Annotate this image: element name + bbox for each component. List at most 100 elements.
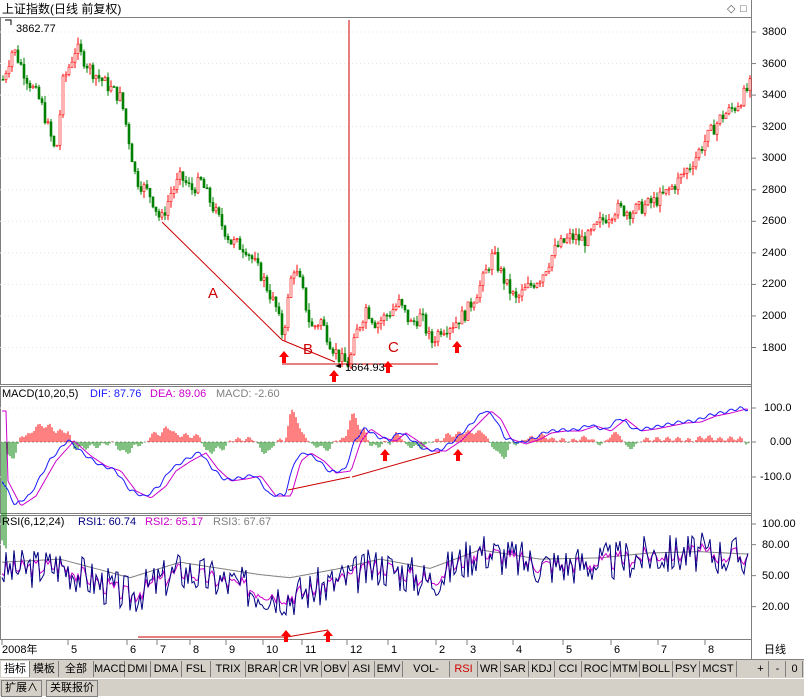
tab-dmi[interactable]: DMI xyxy=(125,661,151,677)
candle-body xyxy=(721,114,725,119)
candle-body xyxy=(280,313,284,336)
tab-indicator[interactable]: 指标 xyxy=(1,661,30,677)
candle-body xyxy=(37,86,41,100)
candle-body xyxy=(262,276,266,281)
candle-body xyxy=(409,320,413,323)
candle-body xyxy=(646,198,650,206)
tab-vr[interactable]: VR xyxy=(301,661,322,677)
candle-body xyxy=(373,322,377,329)
tab-boll[interactable]: BOLL xyxy=(640,661,673,677)
main-y-tick-label: 1800 xyxy=(762,341,787,354)
candle-body xyxy=(394,305,398,311)
candle-body xyxy=(88,64,92,69)
square-icon[interactable]: □ xyxy=(740,3,747,15)
candle-body xyxy=(508,279,512,294)
candle-body xyxy=(283,327,287,336)
candle-body xyxy=(685,168,689,174)
up-arrow-icon xyxy=(323,630,333,642)
candle-body xyxy=(526,283,530,288)
tab-fsl[interactable]: FSL xyxy=(182,661,211,677)
up-arrow-icon xyxy=(380,449,390,461)
candle-body xyxy=(490,252,494,270)
candle-body xyxy=(520,289,524,297)
trend-line-a xyxy=(161,221,283,341)
candle-body xyxy=(223,225,227,237)
candle-body xyxy=(580,236,584,241)
candle-body xyxy=(316,325,320,328)
tab-mcst[interactable]: MCST xyxy=(700,661,737,677)
x-axis-label: 5 xyxy=(71,644,78,656)
candle-body xyxy=(157,211,161,218)
tab-rsi[interactable]: RSI xyxy=(450,661,478,677)
candle-body xyxy=(442,332,446,335)
candle-body xyxy=(19,62,23,65)
candle-body xyxy=(286,297,290,328)
expand-button[interactable]: 扩展∧ xyxy=(1,680,42,697)
tab-vol-tdx[interactable]: VOL-TDX xyxy=(403,661,450,691)
rsi2-line xyxy=(1,542,749,606)
candle-body xyxy=(232,239,236,245)
zoom-out-button[interactable]: - xyxy=(770,661,786,677)
annotation-b: B xyxy=(303,341,314,358)
candle-body xyxy=(7,66,11,74)
tab-template[interactable]: 模板 xyxy=(30,661,59,677)
candle-body xyxy=(616,203,620,216)
tab-asi[interactable]: ASI xyxy=(349,661,375,677)
candle-body xyxy=(697,149,701,158)
tab-dma[interactable]: DMA xyxy=(151,661,182,677)
macd-dif-line xyxy=(1,406,749,505)
candle-body xyxy=(1,79,5,81)
candle-body xyxy=(742,87,746,107)
candle-body xyxy=(139,186,143,192)
candle-body xyxy=(277,306,281,314)
tab-sar[interactable]: SAR xyxy=(501,661,529,677)
tab-psy[interactable]: PSY xyxy=(673,661,700,677)
zoom-in-button[interactable]: + xyxy=(753,661,769,677)
diamond-icon[interactable]: ◇ xyxy=(727,3,736,15)
candle-body xyxy=(385,314,389,317)
tab-roc[interactable]: ROC xyxy=(582,661,611,677)
candle-body xyxy=(619,203,623,207)
candle-body xyxy=(382,314,386,321)
candle-body xyxy=(34,85,38,88)
candle-body xyxy=(559,238,563,247)
tab-cr[interactable]: CR xyxy=(280,661,301,677)
tab-all[interactable]: 全部 xyxy=(59,661,94,677)
candle-body xyxy=(52,135,56,147)
tab-emv[interactable]: EMV xyxy=(375,661,403,677)
candle-body xyxy=(724,113,728,119)
x-axis-label: 6 xyxy=(614,644,621,656)
tab-obv[interactable]: OBV xyxy=(322,661,349,677)
rsi-y-tick-label: 50.00 xyxy=(762,569,790,582)
tab-kdj[interactable]: KDJ xyxy=(529,661,555,677)
tab-trix[interactable]: TRIX xyxy=(211,661,246,677)
candle-body xyxy=(163,212,167,216)
tab-mtm[interactable]: MTM xyxy=(611,661,640,677)
tab-wr[interactable]: WR xyxy=(478,661,501,677)
annotation-layer xyxy=(5,19,463,642)
candle-body xyxy=(70,61,74,68)
window-title: 上证指数(日线 前复权) xyxy=(2,2,122,16)
main-y-tick-label: 2400 xyxy=(762,246,787,259)
candlestick-series xyxy=(1,37,752,370)
related-quote-button[interactable]: 关联报价 xyxy=(46,680,98,697)
tab-brar[interactable]: BRAR xyxy=(246,661,280,677)
candle-body xyxy=(688,168,692,170)
x-axis-label: 11 xyxy=(305,644,317,656)
tab-macd[interactable]: MACD xyxy=(94,661,127,677)
x-axis-label: 10 xyxy=(266,644,279,656)
candle-body xyxy=(61,75,65,116)
candle-body xyxy=(418,313,422,327)
tab-cci[interactable]: CCI xyxy=(555,661,582,677)
reset-button[interactable]: 0 xyxy=(787,661,803,677)
candle-body xyxy=(289,277,293,298)
candle-body xyxy=(274,296,278,308)
candle-body xyxy=(31,85,35,89)
candle-body xyxy=(202,179,206,189)
candle-body xyxy=(523,287,527,291)
candle-body xyxy=(430,331,434,343)
candle-body xyxy=(58,114,62,146)
candle-body xyxy=(253,258,257,260)
candle-body xyxy=(472,302,476,308)
